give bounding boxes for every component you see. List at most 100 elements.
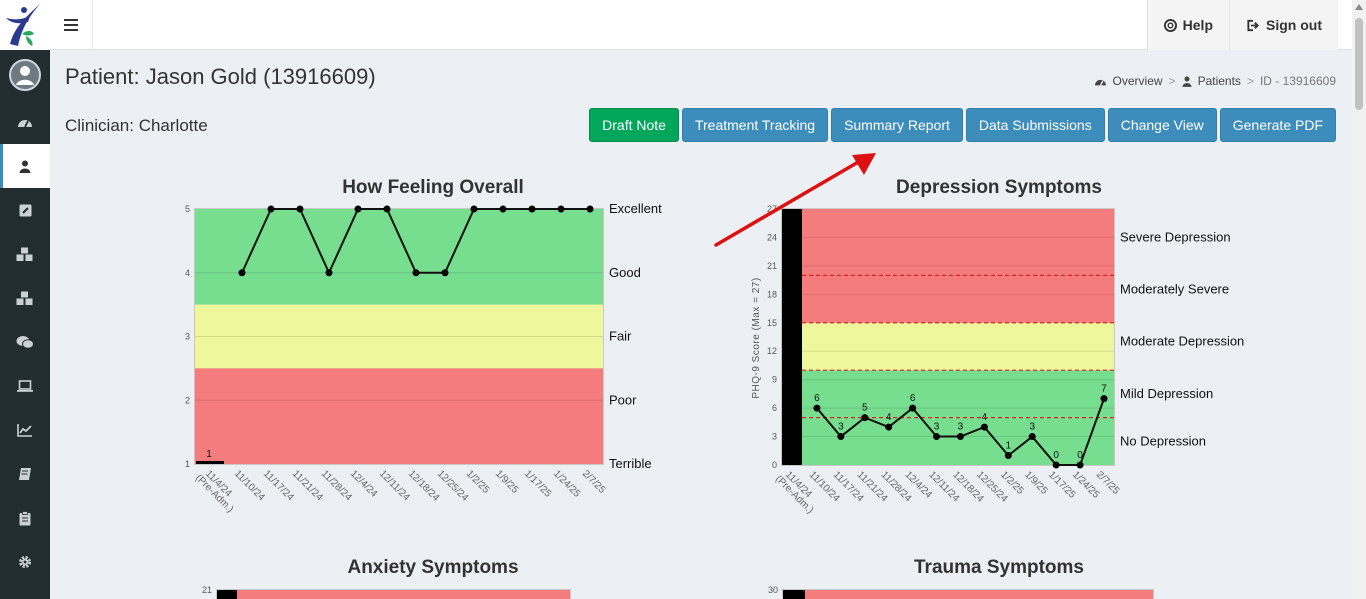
pre-admission-bar [783,590,805,599]
severe-zone [217,590,570,599]
x-tick-label: 11/17/24 [261,468,296,503]
fair-zone [195,304,603,369]
sidebar-item-modules[interactable] [0,232,50,276]
data-label: 4 [982,412,988,423]
zone-label: Fair [609,329,632,344]
sidebar-item-notes[interactable] [0,188,50,232]
data-submissions-button[interactable]: Data Submissions [965,108,1105,142]
sidebar-avatar[interactable] [0,52,50,98]
sidebar-item-assessments[interactable] [0,496,50,540]
cubes-icon [16,291,33,305]
sidebar-item-patients[interactable] [0,144,50,188]
sidebar-toggle-button[interactable] [50,0,93,50]
anxiety-symptoms-chart: Anxiety Symptoms 21 [202,557,571,599]
data-point [909,404,917,412]
data-point [1076,461,1084,469]
x-tick-label: 11/28/24 [319,468,354,503]
y-tick-label: 2 [185,395,190,405]
data-point [528,205,536,213]
data-label: 3 [934,422,940,433]
data-point [383,205,391,213]
data-label: 7 [1101,384,1107,395]
severe-zone [782,209,1114,323]
sidebar-item-reports[interactable] [0,408,50,452]
data-label: 3 [1029,422,1035,433]
y-tick-label: 15 [767,318,777,328]
data-point [441,269,449,277]
treatment-tracking-button[interactable]: Treatment Tracking [681,108,829,142]
y-tick-label: 30 [768,585,778,595]
data-point [813,404,821,412]
comments-icon [16,336,34,349]
draft-note-button[interactable]: Draft Note [589,108,679,142]
y-tick-label: 6 [772,403,777,413]
sign-out-link[interactable]: Sign out [1230,0,1338,50]
sidebar-item-settings[interactable] [0,540,50,584]
data-point [1052,461,1060,469]
zone-label: Severe Depression [1120,229,1231,244]
x-tick-label: 1/24/25 [551,468,583,500]
poor-zone [195,368,603,464]
data-point [557,205,565,213]
sidebar-item-programs[interactable] [0,276,50,320]
y-tick-label: 9 [772,375,777,385]
data-label: 0 [1053,450,1059,461]
change-view-button[interactable]: Change View [1107,108,1217,142]
data-label: 0 [1077,450,1083,461]
chart-title: Depression Symptoms [896,177,1102,198]
data-label: 1 [206,449,212,460]
page-scrollbar[interactable] [1352,0,1366,599]
data-point [296,205,304,213]
x-tick-label: 2/7/25 [580,468,608,496]
clinician-name: Clinician: Charlotte [65,116,208,135]
bars-icon [64,19,78,31]
user-icon [19,160,31,173]
data-point [980,423,988,431]
sign-out-icon [1247,19,1259,31]
data-point [325,269,333,277]
sidebar-item-messages[interactable] [0,320,50,364]
help-link[interactable]: Help [1148,0,1230,50]
breadcrumb-separator: > [1246,74,1254,88]
x-tick-label: 12/11/24 [377,468,412,503]
data-point [956,433,964,441]
data-label: 6 [910,393,916,404]
data-label: 3 [958,422,964,433]
app-logo[interactable] [0,0,50,50]
scroll-thumb[interactable] [1355,18,1363,110]
summary-report-button[interactable]: Summary Report [831,108,963,142]
scroll-up-arrow[interactable] [1355,4,1363,10]
sidebar-item-dashboard[interactable] [0,100,50,144]
data-point [933,433,941,441]
y-tick-label: 12 [767,346,777,356]
page-title: Patient: Jason Gold (13916609) [65,64,376,89]
zone-label: Excellent [609,201,662,216]
generate-pdf-button[interactable]: Generate PDF [1219,108,1336,142]
sidebar-item-sessions[interactable] [0,364,50,408]
y-axis-label: PHQ-9 Score (Max = 27) [751,277,762,398]
data-point [470,205,478,213]
data-point [885,423,893,431]
chart-title: Trauma Symptoms [914,557,1084,578]
chart-title: Anxiety Symptoms [347,557,518,578]
user-icon [1181,76,1192,87]
pre-admission-bar [217,590,237,599]
x-tick-label: 11/21/24 [290,468,325,503]
sidebar-item-library[interactable] [0,452,50,496]
y-tick-label: 21 [767,261,777,271]
breadcrumb-overview[interactable]: Overview [1112,74,1163,88]
breadcrumb-current: ID - 13916609 [1259,74,1336,88]
dashboard-icon [18,120,32,128]
breadcrumb-patients[interactable]: Patients [1197,74,1241,88]
data-label: 5 [862,403,868,414]
data-point [861,414,869,422]
breadcrumb: Overview > Patients > ID - 13916609 [1094,74,1336,88]
annotation-arrow [714,153,876,247]
zone-label: Moderate Depression [1120,334,1244,349]
y-tick-label: 1 [185,459,190,469]
x-tick-label: 1/9/25 [1022,469,1050,497]
data-point [1028,433,1036,441]
data-point [412,269,420,277]
sidebar [0,50,50,599]
help-label: Help [1182,17,1213,33]
